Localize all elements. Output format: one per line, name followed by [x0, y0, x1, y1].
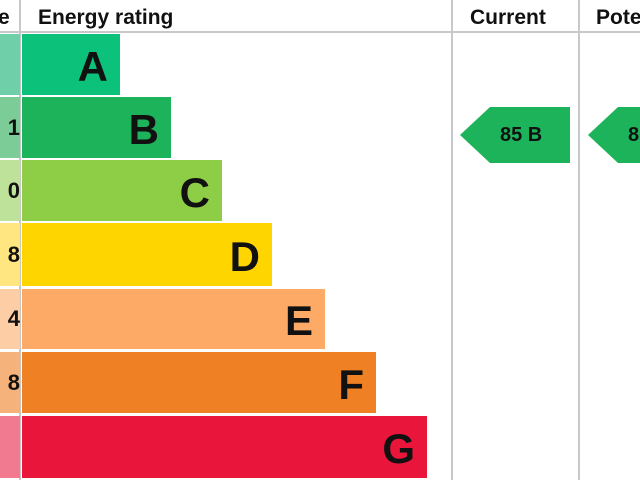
column-divider [578, 0, 580, 480]
band-score-g [0, 416, 20, 478]
band-bar-e: E [22, 289, 325, 349]
score-header: e [0, 6, 10, 29]
band-bar-d: D [22, 223, 272, 286]
current-rating-label: 85 B [500, 124, 543, 146]
band-bar-c: C [22, 160, 222, 221]
band-bar-f: F [22, 352, 376, 413]
energy-rating-header: Energy rating [38, 6, 174, 29]
band-score-c: 0 [0, 160, 20, 221]
band-score-d: 8 [0, 223, 20, 286]
current-rating-arrow: 85 B [460, 107, 570, 163]
column-divider [451, 0, 453, 480]
column-divider [19, 0, 21, 480]
band-bar-a: A [22, 34, 120, 95]
band-score-f: 8 [0, 352, 20, 413]
band-bar-b: B [22, 97, 171, 158]
header-divider [0, 31, 640, 33]
band-bar-g: G [22, 416, 427, 478]
potential-header: Pote [596, 6, 640, 29]
band-score-a [0, 34, 20, 95]
current-header: Current [470, 6, 546, 29]
band-score-e: 4 [0, 289, 20, 349]
band-score-b: 1 [0, 97, 20, 158]
potential-rating-arrow: 8 [588, 107, 640, 163]
potential-rating-label: 8 [628, 124, 640, 146]
